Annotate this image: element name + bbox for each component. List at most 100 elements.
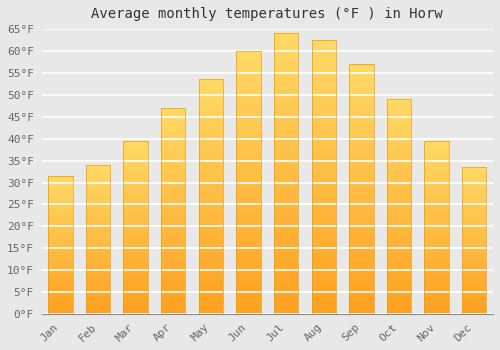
Bar [274, 210, 298, 213]
Bar [424, 196, 449, 198]
Bar [462, 207, 486, 208]
Bar [86, 207, 110, 208]
Bar [124, 220, 148, 222]
Bar [274, 261, 298, 264]
Bar [387, 217, 411, 219]
Bar [161, 163, 186, 166]
Bar [349, 167, 374, 169]
Bar [349, 117, 374, 119]
Bar [462, 228, 486, 229]
Bar [462, 235, 486, 236]
Bar [462, 185, 486, 186]
Bar [48, 256, 72, 257]
Bar [124, 205, 148, 206]
Bar [124, 174, 148, 175]
Bar [462, 283, 486, 285]
Bar [124, 250, 148, 252]
Bar [86, 301, 110, 302]
Bar [274, 272, 298, 275]
Bar [274, 70, 298, 73]
Bar [387, 213, 411, 215]
Bar [124, 245, 148, 246]
Bar [274, 76, 298, 78]
Bar [312, 59, 336, 62]
Bar [462, 273, 486, 274]
Bar [387, 303, 411, 306]
Bar [312, 84, 336, 86]
Bar [387, 181, 411, 183]
Bar [48, 264, 72, 266]
Bar [86, 293, 110, 295]
Bar [312, 147, 336, 149]
Bar [236, 114, 260, 117]
Bar [198, 84, 223, 86]
Bar [387, 138, 411, 140]
Bar [236, 251, 260, 253]
Bar [387, 136, 411, 138]
Bar [349, 89, 374, 92]
Bar [424, 177, 449, 179]
Bar [236, 93, 260, 96]
Bar [274, 294, 298, 297]
Bar [124, 177, 148, 179]
Bar [198, 162, 223, 164]
Bar [462, 201, 486, 202]
Bar [274, 106, 298, 109]
Bar [312, 259, 336, 262]
Bar [462, 210, 486, 211]
Bar [424, 151, 449, 153]
Bar [198, 262, 223, 265]
Bar [198, 225, 223, 227]
Bar [124, 224, 148, 226]
Bar [312, 287, 336, 289]
Bar [86, 269, 110, 271]
Bar [462, 313, 486, 314]
Bar [462, 198, 486, 200]
Bar [424, 174, 449, 175]
Bar [312, 51, 336, 54]
Bar [124, 255, 148, 257]
Bar [86, 260, 110, 262]
Bar [86, 219, 110, 220]
Bar [161, 306, 186, 308]
Bar [462, 276, 486, 277]
Bar [236, 69, 260, 72]
Bar [424, 181, 449, 182]
Bar [161, 120, 186, 122]
Bar [124, 155, 148, 156]
Bar [462, 257, 486, 258]
Bar [48, 212, 72, 213]
Bar [161, 131, 186, 133]
Bar [236, 282, 260, 285]
Bar [86, 296, 110, 297]
Bar [387, 121, 411, 123]
Bar [424, 214, 449, 215]
Bar [312, 226, 336, 229]
Bar [161, 275, 186, 277]
Bar [198, 218, 223, 220]
Bar [387, 164, 411, 166]
Bar [462, 252, 486, 254]
Bar [124, 300, 148, 302]
Bar [387, 245, 411, 247]
Bar [274, 104, 298, 106]
Bar [86, 225, 110, 226]
Bar [274, 193, 298, 196]
Bar [274, 306, 298, 308]
Bar [86, 278, 110, 280]
Bar [274, 258, 298, 261]
Bar [124, 153, 148, 155]
Bar [48, 179, 72, 180]
Bar [387, 239, 411, 241]
Bar [48, 239, 72, 241]
Bar [274, 112, 298, 115]
Bar [312, 267, 336, 270]
Bar [274, 233, 298, 236]
Bar [198, 105, 223, 107]
Bar [236, 280, 260, 282]
Bar [236, 159, 260, 161]
Bar [274, 90, 298, 92]
Bar [274, 292, 298, 294]
Bar [424, 236, 449, 238]
Bar [274, 278, 298, 280]
